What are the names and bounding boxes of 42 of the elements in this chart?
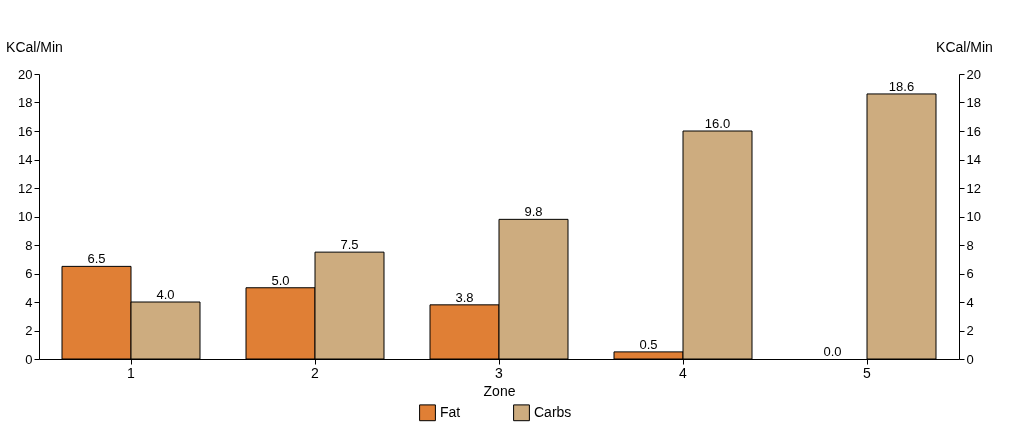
text: 18.6 (888, 78, 915, 94)
y-tick-label: 2 (25, 323, 33, 338)
text: 9.8 (524, 204, 543, 220)
y-tick-label: 16 (18, 123, 33, 139)
x-tick-label: 3 (495, 364, 504, 381)
x-tick-label: 1 (127, 364, 136, 381)
text: 4.0 (156, 287, 175, 302)
y-tick-label: 10 (18, 209, 33, 224)
y2-tick-label: 2 (966, 323, 974, 338)
y-tick-label: 18 (18, 95, 33, 110)
legend-label: Carbs (534, 403, 572, 420)
y2-tick-label: 8 (966, 237, 974, 253)
y-tick-label: 8 (25, 237, 33, 253)
y2-axis-title: KCal/Min (936, 38, 993, 55)
x-tick-label: 4 (679, 364, 688, 381)
y2-tick-label: 20 (966, 66, 981, 82)
y-tick-label: 0 (25, 351, 33, 367)
y-axis-title: KCal/Min (6, 38, 63, 55)
x-tick-label: 5 (863, 364, 872, 381)
y2-tick-label: 16 (966, 123, 981, 139)
text: 0.5 (639, 336, 658, 352)
text: 6.5 (87, 251, 106, 267)
text: 3.8 (455, 289, 474, 305)
y2-tick-label: 18 (966, 95, 981, 110)
text: 0.0 (823, 344, 842, 359)
y-tick-label: 20 (18, 66, 33, 82)
y2-tick-label: 0 (966, 351, 974, 367)
y-tick-label: 12 (18, 180, 33, 196)
y-tick-label: 6 (25, 266, 33, 281)
y2-tick-label: 4 (966, 294, 974, 310)
y-tick-label: 14 (18, 152, 33, 167)
y2-tick-label: 12 (966, 180, 981, 196)
text: 7.5 (340, 237, 359, 253)
y2-tick-label: 14 (966, 152, 981, 167)
legend-label: Fat (440, 403, 461, 420)
text: 16.0 (704, 116, 731, 131)
x-axis-title: Zone (483, 382, 516, 399)
x-tick-label: 2 (311, 364, 320, 381)
y-tick-label: 4 (25, 294, 33, 310)
text: 5.0 (271, 272, 290, 288)
y2-tick-label: 10 (966, 209, 981, 224)
y2-tick-label: 6 (966, 266, 974, 281)
